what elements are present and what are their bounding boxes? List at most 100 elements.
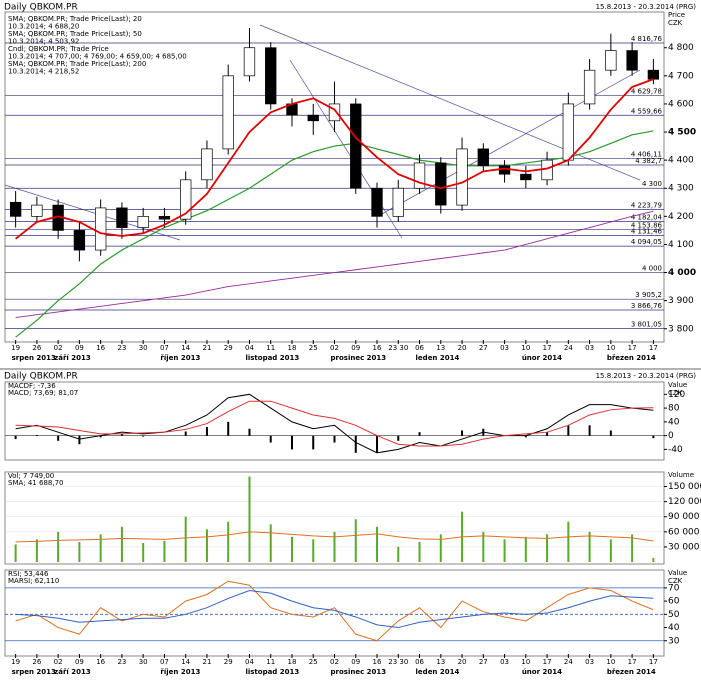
volume-bar <box>397 546 400 562</box>
x-tick-label: 19 <box>11 658 20 666</box>
y-tick-label: 50 <box>668 610 680 620</box>
candle-body <box>605 50 617 71</box>
x-tick-label: 14 <box>181 344 190 352</box>
volume-sma <box>15 531 654 543</box>
x-tick-label: 21 <box>202 344 211 352</box>
x-tick-label: 09 <box>75 344 84 352</box>
candle-body <box>583 69 596 105</box>
volume-bar <box>354 519 357 562</box>
x-tick-label: 09 <box>351 658 360 666</box>
legend-entry: Vol; 7 749,00 <box>8 472 54 480</box>
legend-entry: MACD; 73,69; 81,07 <box>8 389 78 397</box>
x-tick-label: 02 <box>54 344 63 352</box>
y-tick-label: 4 000 <box>668 268 696 278</box>
x-tick-label: 21 <box>202 658 211 666</box>
x-tick-label: 03 <box>500 658 509 666</box>
month-label: září 2013 <box>54 354 91 362</box>
volume-bar <box>227 521 230 562</box>
sma-line <box>15 78 654 240</box>
chart-title: Daily QBKOM.PR <box>4 372 78 382</box>
rsi-line <box>15 580 654 642</box>
level-label: 4 382,7 <box>635 157 662 165</box>
candle-body <box>562 103 575 161</box>
y-tick-label: 150 000 <box>668 482 701 492</box>
volume-bar <box>184 516 187 562</box>
candle-body <box>541 159 553 181</box>
x-tick-label: 03 <box>585 658 594 666</box>
x-tick-label: 11 <box>266 658 275 666</box>
x-tick-label: 03 <box>500 344 509 352</box>
x-tick-label: 06 <box>415 344 424 352</box>
legend-entry: MACDF; -7,36 <box>8 382 56 390</box>
level-label: 3 905,2 <box>635 291 662 299</box>
volume-bar <box>503 539 506 562</box>
x-tick-label: 29 <box>224 658 233 666</box>
y-tick-label: 80 <box>668 404 680 414</box>
legend-entry: Cndl; QBKOM.PR; Trade Price <box>8 45 109 53</box>
y-tick-label: 4 400 <box>668 156 694 166</box>
level-label: 4 300 <box>642 180 662 188</box>
volume-bar <box>120 526 123 562</box>
month-label: březen 2014 <box>607 668 656 676</box>
macd-line <box>15 400 654 447</box>
x-tick-label: 02 <box>330 658 339 666</box>
x-tick-label: 16 <box>96 344 105 352</box>
x-tick-label: 04 <box>245 344 254 352</box>
candle-body <box>116 207 128 228</box>
candle-body <box>371 187 383 217</box>
candle-body <box>243 47 256 77</box>
y-tick-label: 120 000 <box>668 497 701 507</box>
volume-bar <box>14 544 17 562</box>
x-tick-label: 10 <box>521 344 530 352</box>
month-label: srpen 2013 <box>12 354 56 362</box>
x-tick-label: 14 <box>181 658 190 666</box>
candle-body <box>222 75 234 150</box>
x-tick-label: 17 <box>543 344 552 352</box>
x-tick-label: 20 <box>458 658 467 666</box>
volume-bar <box>418 541 421 562</box>
chart-subtitle: 15.8.2013 - 20.3.2014 (PRG) <box>596 372 697 380</box>
volume-bar <box>312 539 315 562</box>
x-tick-label: 27 <box>479 344 488 352</box>
volume-bar <box>99 534 102 562</box>
volume-bar <box>631 534 634 562</box>
trend-line <box>259 24 641 181</box>
x-tick-label: 13 <box>436 344 445 352</box>
volume-bar <box>248 476 251 562</box>
volume-bar <box>609 539 612 562</box>
x-tick-label: 30 <box>139 344 148 352</box>
month-label: leden 2014 <box>416 668 460 676</box>
y-tick-label: 3 800 <box>668 324 694 334</box>
candle-body <box>265 47 277 105</box>
y-tick-label: -40 <box>668 445 683 455</box>
y-tick-label: 60 000 <box>668 527 700 537</box>
month-label: září 2013 <box>54 668 91 676</box>
volume-bar <box>78 541 81 562</box>
x-tick-label: 10 <box>606 658 615 666</box>
y-tick-label: 0 <box>668 431 674 441</box>
candle-body <box>9 201 22 217</box>
month-label: listopad 2013 <box>245 354 299 362</box>
x-tick-label: 20 <box>458 344 467 352</box>
volume-bar <box>57 531 60 562</box>
level-label: 4 094,05 <box>631 238 662 246</box>
x-tick-label: 03 <box>585 344 594 352</box>
legend-entry: SMA; 41 688,70 <box>8 479 63 487</box>
x-tick-label: 25 <box>309 658 318 666</box>
x-tick-label: 27 <box>479 658 488 666</box>
level-label: 4 131,46 <box>631 228 663 236</box>
level-label: 4 182,04 <box>631 213 663 221</box>
legend-entry: 10.3.2014; 4 688,20 <box>8 23 79 31</box>
chart-title: Daily QBKOM.PR <box>4 3 78 13</box>
legend-entry: SMA; QBKOM.PR; Trade Price(Last); 200 <box>8 60 146 68</box>
y-tick-label: 4 200 <box>668 212 694 222</box>
y-tick-label: 30 000 <box>668 542 700 552</box>
candle-body <box>94 207 107 251</box>
plot-frame <box>4 381 665 461</box>
month-label: srpen 2013 <box>12 668 56 676</box>
x-tick-label: 07 <box>160 658 169 666</box>
month-label: leden 2014 <box>416 354 460 362</box>
axis-label: Price <box>668 11 685 19</box>
x-tick-label: 10 <box>606 344 615 352</box>
x-tick-label: 29 <box>224 344 233 352</box>
